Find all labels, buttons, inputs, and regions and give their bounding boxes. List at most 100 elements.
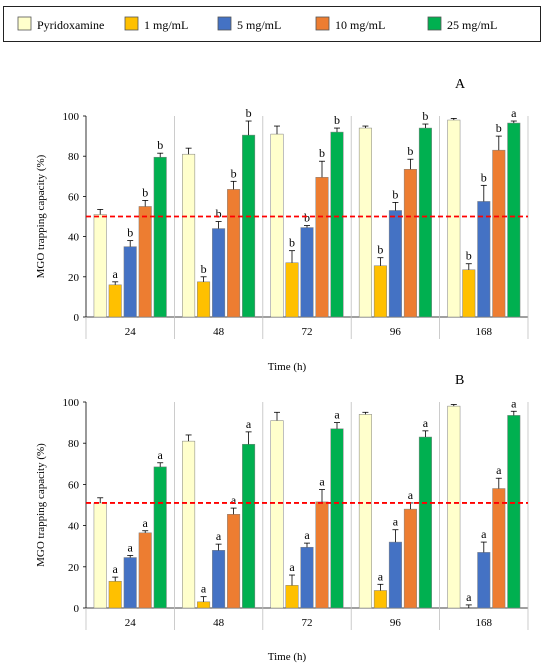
panel-b-bar (242, 443, 256, 609)
legend-swatch-0 (17, 16, 32, 31)
legend-label-2: 5 mg/mL (237, 18, 281, 32)
panel-b-bar (388, 541, 402, 609)
panel-b-panel-label: B (455, 373, 464, 388)
panel-b-bar (182, 440, 196, 609)
panel-b-bar (93, 502, 107, 609)
legend-swatch-4 (427, 16, 442, 31)
panel-a-significance-letter: b (334, 113, 340, 127)
panel-b-significance-letter: a (201, 582, 207, 596)
panel-a-bar (197, 281, 211, 318)
panel-a-bar (492, 149, 506, 318)
panel-b-bar (315, 501, 329, 609)
panel-b-bar (330, 428, 344, 609)
panel-b-significance-letter: a (511, 396, 517, 410)
panel-a-significance-letter: b (246, 106, 252, 120)
panel-b-y-axis-title: MGO trapping capacity (%) (35, 443, 47, 567)
panel-b-bar (270, 420, 284, 609)
panel-b-significance-letter: a (423, 416, 429, 430)
panel-a-significance-letter: b (216, 207, 222, 221)
panel-a-x-tick-label: 96 (390, 326, 402, 338)
panel-a-x-tick-label: 72 (302, 326, 313, 338)
panel-a-bar (418, 127, 432, 318)
panel-b-x-tick-label: 72 (302, 617, 313, 629)
panel-b-y-tick-label: 20 (68, 562, 80, 574)
panel-a-bar (462, 269, 476, 318)
panel-a-x-axis-title: Time (h) (268, 361, 307, 373)
panel-b-x-tick-label: 48 (213, 617, 225, 629)
panel-a-bar (285, 262, 299, 318)
panel-b-y-tick-label: 80 (68, 438, 80, 450)
panel-b-bar (373, 590, 387, 609)
panel-a-significance-letter: b (422, 109, 428, 123)
panel-b-significance-letter: a (334, 408, 340, 422)
panel-a-y-tick-label: 60 (68, 191, 80, 203)
panel-a-bar (477, 201, 491, 318)
panel-a-significance-letter: b (142, 185, 148, 199)
panel-a-bar (212, 228, 226, 318)
legend-swatch-3 (315, 16, 330, 31)
panel-b-significance-letter: a (143, 516, 149, 530)
panel-b-bar (447, 405, 461, 609)
panel-b-x-tick-label: 96 (390, 617, 402, 629)
panel-b-significance-letter: a (158, 448, 164, 462)
panel-b-significance-letter: a (466, 590, 472, 604)
panel-a-significance-letter: b (466, 249, 472, 263)
legend-label-4: 25 mg/mL (447, 18, 497, 32)
panel-b-y-tick-label: 0 (74, 603, 80, 615)
panel-a-y-axis-title: MGO trapping capacity (%) (35, 154, 47, 278)
panel-a-bar (153, 156, 167, 318)
panel-a-bar (242, 134, 256, 318)
panel-a-y-tick-label: 20 (68, 272, 80, 284)
panel-a-bar (182, 153, 196, 318)
panel-a-bar (507, 122, 521, 318)
panel-b-bar (108, 580, 122, 609)
legend-swatch-1 (124, 16, 139, 31)
panel-a-significance-letter: b (289, 236, 295, 250)
panel-b-bar (492, 488, 506, 609)
panel-a-panel-label: A (455, 77, 466, 92)
panel-a-bar (270, 133, 284, 318)
panel-a-significance-letter: b (392, 187, 398, 201)
panel-a-bar (138, 206, 152, 318)
panel-b-bar (227, 514, 241, 609)
panel-b-significance-letter: a (216, 529, 222, 543)
panel-a-significance-letter: b (407, 144, 413, 158)
panel-a-bar (123, 246, 137, 318)
legend-label-3: 10 mg/mL (335, 18, 385, 32)
panel-a-y-tick-label: 40 (68, 232, 80, 244)
legend-label-0: Pyridoxamine (37, 18, 104, 32)
panel-b-bar (197, 601, 211, 609)
panel-a-y-tick-label: 80 (68, 151, 80, 163)
panel-a-significance-letter: b (127, 226, 133, 240)
panel-b-significance-letter: a (304, 528, 310, 542)
panel-b-bar (403, 508, 417, 609)
panel-b-x-tick-label: 168 (476, 617, 493, 629)
panel-a-significance-letter: b (201, 262, 207, 276)
panel-a-bar (227, 189, 241, 318)
panel-a-y-tick-label: 0 (74, 312, 80, 324)
panel-b-bar (153, 466, 167, 609)
panel-a-x-tick-label: 48 (213, 326, 225, 338)
panel-a-bar (403, 169, 417, 318)
panel-a-significance-letter: b (481, 170, 487, 184)
panel-b-significance-letter: a (408, 488, 414, 502)
panel-a-significance-letter: a (113, 267, 119, 281)
panel-b-bar (477, 552, 491, 609)
panel-b-x-tick-label: 24 (125, 617, 137, 629)
panel-b-significance-letter: a (481, 527, 487, 541)
panel-a-significance-letter: b (231, 166, 237, 180)
panel-a-bar (300, 227, 314, 318)
panel-a-bar (93, 214, 107, 318)
panel-a-bar (358, 127, 372, 318)
panel-b-bar (358, 414, 372, 609)
panel-a-significance-letter: b (496, 121, 502, 135)
panel-a-bar (108, 284, 122, 318)
panel-b-bar (123, 557, 137, 609)
panel-b-bar (285, 585, 299, 609)
panel-b-significance-letter: a (246, 417, 252, 431)
panel-b-significance-letter: a (289, 560, 295, 574)
panel-b-bar (507, 415, 521, 609)
panel-b-bar (212, 550, 226, 609)
panel-a-significance-letter: b (304, 211, 310, 225)
